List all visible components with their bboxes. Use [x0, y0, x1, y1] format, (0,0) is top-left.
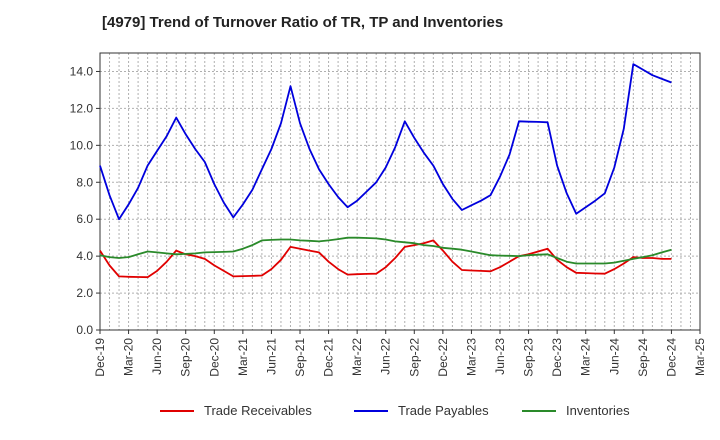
- x-tick-label: Sep-20: [179, 338, 193, 377]
- series-line-trade-receivables: [99, 239, 672, 279]
- y-tick-label: 4.0: [76, 249, 93, 263]
- x-tick-label: Sep-24: [636, 338, 650, 377]
- legend-label: Inventories: [566, 403, 630, 418]
- x-tick-label: Mar-23: [464, 338, 478, 376]
- legend-label: Trade Receivables: [204, 403, 312, 418]
- x-tick-label: Dec-21: [322, 338, 336, 377]
- x-tick-label: Dec-23: [550, 338, 564, 377]
- x-tick-label: Dec-24: [664, 338, 678, 377]
- x-tick-label: Sep-22: [407, 338, 421, 377]
- y-tick-label: 8.0: [76, 175, 93, 189]
- y-tick-label: 0.0: [76, 323, 93, 337]
- x-tick-label: Sep-23: [522, 338, 536, 377]
- x-tick-label: Dec-22: [436, 338, 450, 377]
- x-tick-label: Jun-24: [607, 338, 621, 375]
- x-tick-label: Mar-25: [693, 338, 707, 376]
- y-tick-label: 14.0: [70, 64, 94, 78]
- y-tick-label: 10.0: [70, 138, 94, 152]
- chart-title: [4979] Trend of Turnover Ratio of TR, TP…: [102, 14, 504, 31]
- x-tick-label: Mar-22: [350, 338, 364, 376]
- x-tick-label: Mar-20: [122, 338, 136, 376]
- x-tick-label: Mar-24: [579, 338, 593, 376]
- plot-border: [99, 52, 701, 331]
- plot-area: [100, 53, 700, 330]
- y-tick-label: 2.0: [76, 286, 93, 300]
- x-tick-label: Jun-21: [264, 338, 278, 375]
- x-tick-label: Dec-20: [207, 338, 221, 377]
- x-tick-label: Jun-20: [150, 338, 164, 375]
- legend-label: Trade Payables: [398, 403, 489, 418]
- x-tick-label: Jun-23: [493, 338, 507, 375]
- series-line-trade-payables: [99, 63, 672, 221]
- x-tick-label: Jun-22: [379, 338, 393, 375]
- y-tick-label: 12.0: [70, 101, 94, 115]
- x-tick-label: Sep-21: [293, 338, 307, 377]
- y-tick-label: 6.0: [76, 212, 93, 226]
- series-line-inventories: [99, 236, 672, 265]
- x-tick-label: Mar-21: [236, 338, 250, 376]
- x-tick-label: Dec-19: [93, 338, 107, 377]
